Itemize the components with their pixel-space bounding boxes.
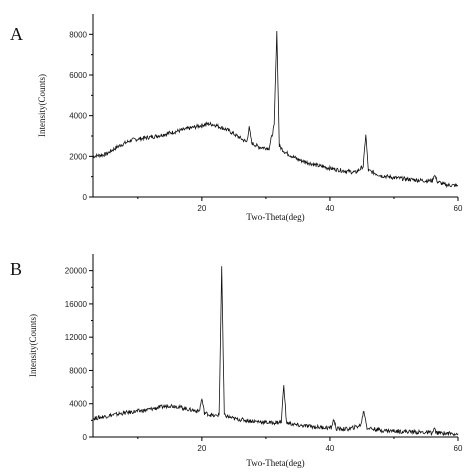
panel-b-x-tick-label: 20 bbox=[197, 444, 206, 453]
panel-a-x-tick-label: 20 bbox=[197, 204, 206, 213]
panel-a-letter: A bbox=[10, 24, 23, 44]
panel-a-y-axis-label: Intensity(Counts) bbox=[37, 74, 47, 137]
panel-b-letter: B bbox=[10, 259, 22, 279]
panel-a-y-tick-label: 4000 bbox=[69, 112, 87, 121]
panel-a-y-tick-label: 8000 bbox=[69, 30, 87, 39]
panel-b-y-tick-label: 4000 bbox=[69, 400, 87, 409]
panel-b-x-axis-label: Two-Theta(deg) bbox=[246, 458, 304, 468]
panel-b-x-tick-label: 60 bbox=[454, 444, 463, 453]
panel-a-x-axis-label: Two-Theta(deg) bbox=[246, 212, 304, 222]
panel-b-y-tick-label: 20000 bbox=[65, 267, 88, 276]
panel-b-y-tick-label: 16000 bbox=[65, 300, 88, 309]
panel-b-y-tick-label: 12000 bbox=[65, 333, 88, 342]
panel-a-x-tick-label: 40 bbox=[325, 204, 334, 213]
panel-a-x-tick-label: 60 bbox=[454, 204, 463, 213]
panel-b-y-tick-label: 0 bbox=[83, 433, 88, 442]
panel-b-y-axis-label: Intensity(Counts) bbox=[28, 314, 38, 377]
panel-a-y-tick-label: 0 bbox=[83, 193, 88, 202]
panel-b-x-tick-label: 40 bbox=[325, 444, 334, 453]
panel-b-y-tick-label: 8000 bbox=[69, 366, 87, 375]
panel-b-series-line bbox=[92, 266, 459, 437]
panel-a-y-tick-label: 2000 bbox=[69, 152, 87, 161]
panel-a-y-tick-label: 6000 bbox=[69, 71, 87, 80]
panel-a-series-line bbox=[92, 30, 459, 189]
